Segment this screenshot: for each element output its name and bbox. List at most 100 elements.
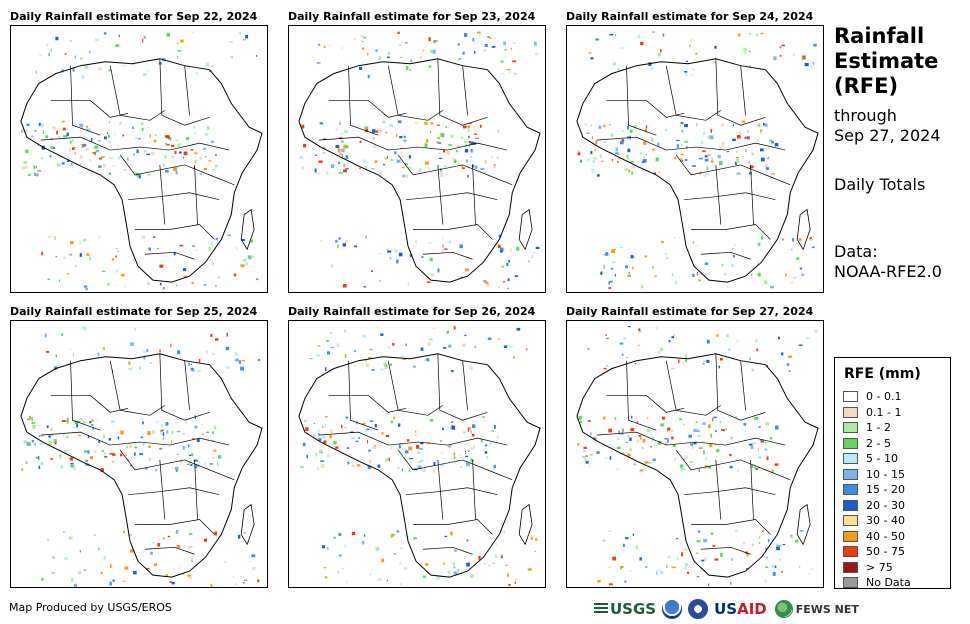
rain-cell	[630, 254, 634, 259]
rain-cell	[240, 264, 245, 268]
rain-cell	[688, 434, 693, 438]
rain-cell	[400, 443, 404, 446]
country-border	[119, 154, 235, 186]
legend-label: 2 - 5	[866, 436, 891, 450]
rain-cell	[621, 139, 625, 142]
rain-cell	[801, 56, 804, 61]
rain-cell	[516, 327, 521, 331]
rain-cell	[696, 575, 700, 578]
rain-cell	[686, 146, 688, 149]
rain-cell	[335, 556, 340, 558]
rain-cell	[589, 454, 593, 457]
rain-cell	[757, 447, 759, 452]
rain-cell	[585, 460, 589, 464]
rain-cell	[503, 345, 508, 348]
rain-cell	[374, 423, 377, 428]
legend-swatch	[843, 561, 858, 573]
rain-cell	[134, 457, 137, 460]
rain-cell	[720, 357, 723, 361]
rain-cell	[408, 166, 412, 169]
rain-cell	[692, 253, 696, 256]
rain-cell	[504, 49, 507, 51]
through-label: through	[834, 106, 897, 125]
rain-cell	[173, 252, 176, 256]
rain-cell	[484, 281, 489, 284]
rain-cell	[603, 264, 605, 269]
rain-cell	[758, 122, 760, 126]
rain-cell	[50, 427, 54, 431]
rain-cell	[188, 461, 191, 466]
rain-cell	[663, 57, 665, 60]
rain-cell	[117, 250, 119, 252]
rain-cell	[434, 40, 438, 42]
rain-cell	[317, 172, 320, 174]
rain-cell	[31, 135, 34, 137]
rain-cell	[225, 346, 230, 351]
rain-cell	[460, 549, 465, 551]
rain-cell	[203, 284, 207, 286]
rain-cell	[712, 417, 714, 422]
rain-cell	[692, 165, 696, 167]
rain-cell	[48, 440, 53, 445]
rain-cell	[667, 555, 671, 559]
country-border	[50, 100, 129, 118]
africa-map-svg	[298, 31, 541, 290]
rain-cell	[177, 55, 179, 58]
rain-cell	[491, 155, 493, 159]
rain-cell	[672, 566, 677, 569]
rain-cell	[737, 33, 741, 37]
rain-cell	[436, 576, 440, 580]
rain-cell	[198, 358, 201, 363]
rain-cell	[606, 364, 609, 367]
rain-cell	[340, 133, 344, 135]
rain-cell	[731, 263, 734, 268]
rain-cell	[512, 42, 516, 44]
rain-cell	[799, 267, 803, 270]
rain-cell	[764, 123, 768, 128]
legend-swatch	[843, 391, 858, 403]
rain-cell	[141, 421, 144, 425]
rain-cell	[483, 49, 486, 52]
rain-cell	[112, 579, 115, 582]
rain-cell	[377, 464, 381, 468]
country-border	[159, 459, 166, 520]
rain-cell	[79, 253, 82, 257]
totals-label: Daily Totals	[834, 175, 926, 194]
rain-cell	[69, 348, 72, 350]
rain-cell	[239, 31, 242, 35]
rain-cell	[404, 163, 409, 166]
rain-cell	[195, 464, 198, 469]
coastline	[20, 58, 263, 283]
legend-swatch	[843, 422, 858, 434]
rain-cell	[747, 161, 750, 163]
rain-cell	[646, 428, 651, 432]
rain-cell	[616, 68, 620, 70]
rain-cell	[35, 70, 37, 74]
rain-cell	[66, 132, 69, 137]
rain-cell	[193, 167, 196, 169]
rain-cell	[616, 468, 619, 471]
rain-cell	[781, 238, 785, 241]
rain-cell	[93, 450, 97, 453]
rain-cell	[636, 440, 640, 443]
rain-cell	[680, 153, 685, 156]
rain-cell	[419, 447, 424, 450]
rain-cell	[755, 33, 759, 37]
rain-cell	[710, 433, 713, 438]
country-border	[462, 360, 468, 411]
rain-cell	[50, 458, 53, 460]
rain-cell	[195, 152, 198, 155]
rain-cell	[366, 440, 369, 444]
rain-cell	[760, 131, 763, 134]
rain-cell	[642, 438, 646, 443]
rain-cell	[302, 143, 307, 148]
country-border	[596, 431, 786, 446]
rain-cell	[751, 368, 754, 372]
rain-cell	[402, 174, 405, 178]
rain-cell	[466, 164, 470, 168]
rain-cell	[176, 545, 181, 548]
rain-cell	[621, 353, 624, 356]
rain-cell	[706, 359, 710, 363]
rain-cell	[55, 36, 59, 41]
